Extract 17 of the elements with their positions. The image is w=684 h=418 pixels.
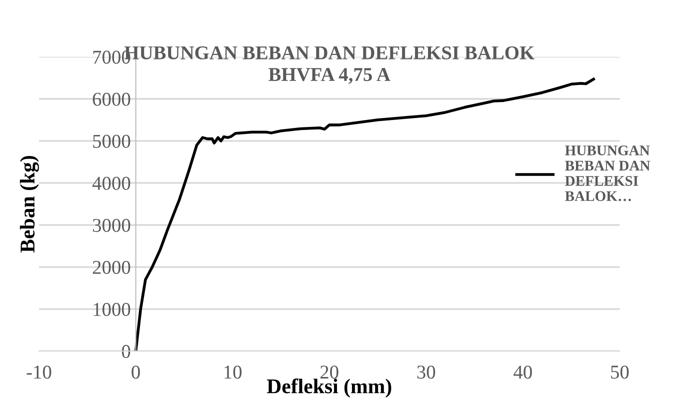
y-tick-label: 4000 <box>92 176 130 190</box>
legend-label: HUBUNGAN BEBAN DAN DEFLEKSI BALOK… <box>565 146 650 202</box>
x-tick-label: 0 <box>132 366 140 379</box>
y-tick-label: 1000 <box>94 302 130 316</box>
y-axis-title: Beban (kg) <box>20 156 39 253</box>
x-tick-label: -10 <box>26 366 52 379</box>
x-tick-label: 50 <box>611 366 629 379</box>
x-tick-label: 10 <box>224 366 242 379</box>
y-tick-label: 3000 <box>92 218 130 232</box>
y-tick-label: 6000 <box>92 92 130 106</box>
y-tick-label: 5000 <box>93 134 130 148</box>
y-tick-label: 0 <box>122 344 130 358</box>
x-tick-label: 20 <box>320 366 338 379</box>
x-tick-label: 40 <box>514 366 532 379</box>
x-axis-title: Defleksi (mm) <box>266 378 392 398</box>
y-tick-label: 2000 <box>92 260 130 274</box>
x-tick-label: 30 <box>417 366 436 379</box>
